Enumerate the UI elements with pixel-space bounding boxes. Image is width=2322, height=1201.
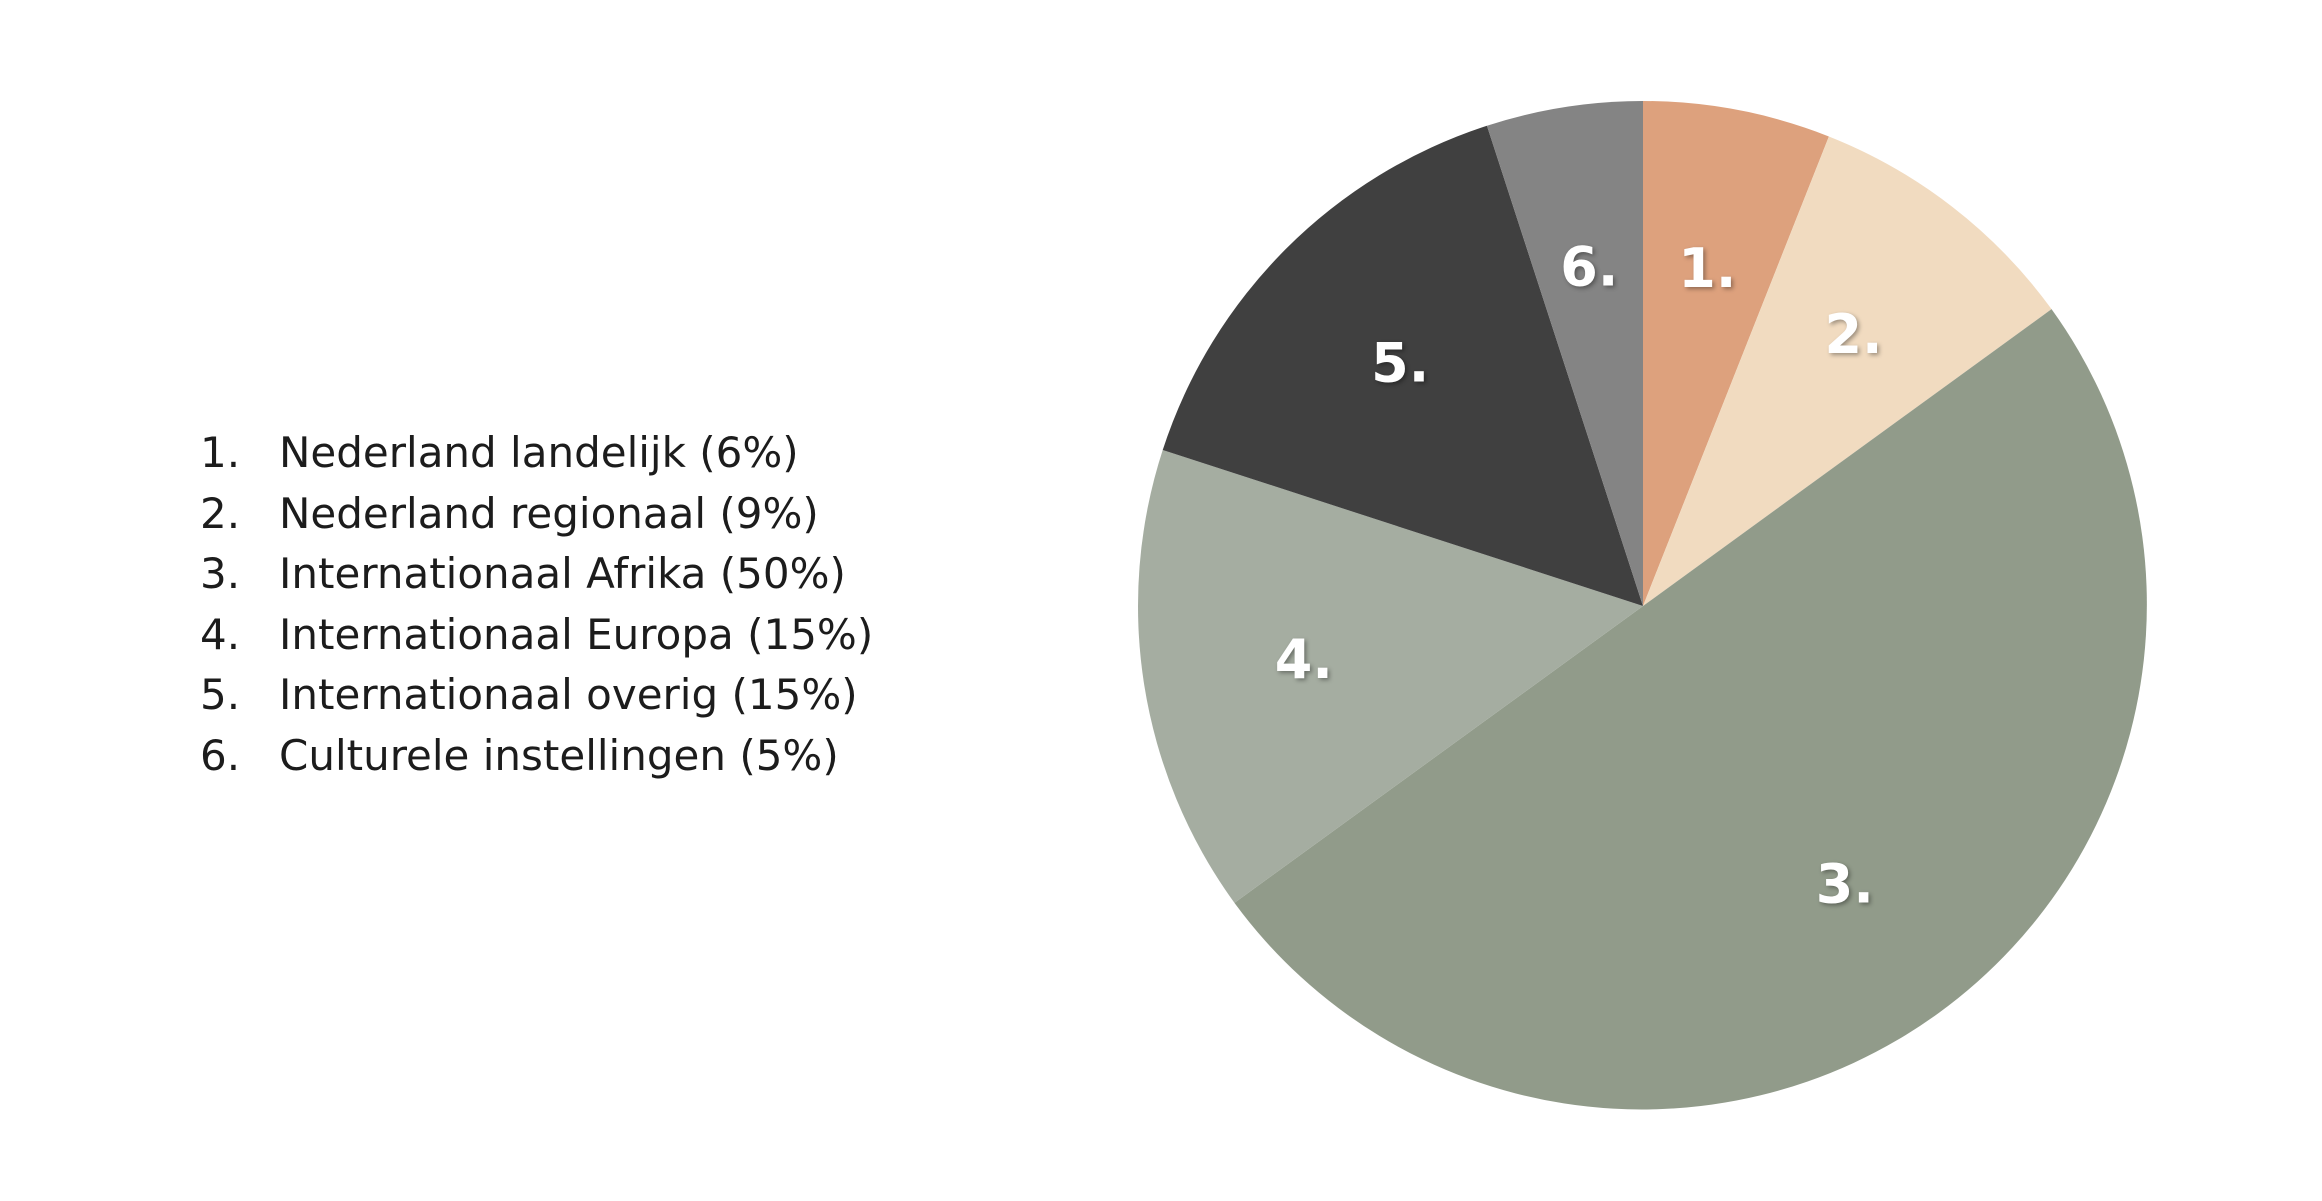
pie-slice-5 [1162, 125, 1643, 606]
legend-item-5: 5. Internationaal overig (15%) [200, 670, 873, 731]
pie-slice-3 [1234, 309, 2147, 1110]
legend-item-6: 6. Culturele instellingen (5%) [200, 731, 873, 792]
chart-legend: 1. Nederland landelijk (6%) 2. Nederland… [200, 428, 873, 791]
legend-item-2: 2. Nederland regionaal (9%) [200, 489, 873, 550]
legend-label: Internationaal Europa (15%) [279, 609, 874, 659]
legend-item-4: 4. Internationaal Europa (15%) [200, 610, 873, 671]
slice-label-4: 4. [1275, 628, 1333, 691]
legend-number: 2. [200, 488, 241, 538]
slice-label-1: 1. [1678, 237, 1736, 300]
legend-number: 4. [200, 609, 241, 659]
legend-number: 6. [200, 730, 241, 780]
slice-label-5: 5. [1371, 332, 1429, 395]
legend-number: 1. [200, 428, 241, 477]
pie-slice-6 [1486, 101, 1643, 606]
legend-label: Internationaal overig (15%) [279, 670, 858, 719]
legend-item-3: 3. Internationaal Afrika (50%) [200, 549, 873, 610]
slice-label-2: 2. [1824, 303, 1882, 366]
slice-label-3: 3. [1816, 852, 1874, 915]
legend-label: Nederland landelijk (6%) [279, 428, 799, 477]
pie-slice-1 [1643, 101, 1829, 606]
legend-label: Culturele instellingen (5%) [279, 730, 839, 780]
legend-label: Internationaal Afrika (50%) [279, 549, 846, 598]
legend-item-1: 1. Nederland landelijk (6%) [200, 428, 873, 489]
slice-label-6: 6. [1560, 235, 1618, 298]
legend-number: 3. [200, 549, 241, 598]
pie-slice-4 [1138, 449, 1643, 903]
pie-slice-2 [1643, 136, 2052, 606]
legend-label: Nederland regionaal (9%) [279, 488, 819, 538]
legend-number: 5. [200, 670, 241, 719]
